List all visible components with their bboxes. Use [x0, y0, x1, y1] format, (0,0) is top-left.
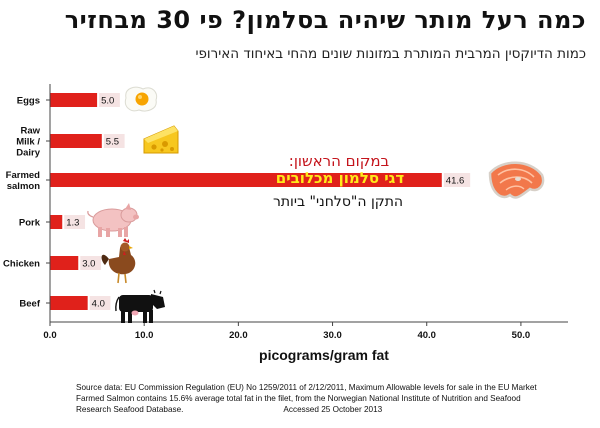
x-tick-label: 50.0: [512, 330, 531, 341]
category-label: Farmed salmon: [6, 170, 41, 192]
source-line-1: Source data: EU Commission Regulation (E…: [76, 383, 537, 392]
value-label-bg: [99, 93, 120, 107]
category-label: Raw Milk / Dairy: [16, 126, 40, 159]
value-label: 4.0: [92, 299, 105, 310]
value-label: 1.3: [66, 218, 79, 229]
annotation-most-lenient: התקן ה"סלחני" ביותר: [272, 194, 404, 210]
value-label-bg: [89, 296, 111, 310]
source-line-3-text: Research Seafood Database.: [76, 405, 184, 414]
x-tick-label: 20.0: [229, 330, 248, 341]
x-axis-title: picograms/gram fat: [259, 347, 389, 363]
value-label-bg: [64, 215, 86, 229]
x-tick-label: 10.0: [135, 330, 154, 341]
value-label: 5.0: [101, 96, 114, 107]
pig-icon: [87, 203, 139, 237]
bar: [50, 215, 63, 229]
value-label-bg: [80, 256, 102, 270]
source-line-3: Research Seafood Database. Accessed 25 Oc…: [76, 404, 576, 415]
x-tick-label: 40.0: [417, 330, 436, 341]
bar-chart: Eggs Raw Milk / Dairy Farmed salmon Pork Chicke…: [3, 84, 568, 363]
category-label: Chicken: [3, 259, 40, 270]
category-label: Beef: [19, 299, 40, 310]
value-label: 5.5: [106, 137, 119, 148]
bar: [50, 173, 442, 187]
source-note: Source data: EU Commission Regulation (E…: [76, 382, 576, 415]
x-tick-label: 0.0: [43, 330, 56, 341]
bar: [50, 93, 98, 107]
fried-egg-icon: [124, 86, 158, 112]
bar: [50, 134, 102, 148]
category-label: Pork: [19, 218, 41, 229]
annotation-first-place: במקום הראשון:: [288, 152, 390, 170]
cow-icon: [115, 289, 165, 323]
value-label: 3.0: [82, 259, 95, 270]
value-label-bg: [103, 134, 125, 148]
annotation-caged-salmon: דגי סלמון מכלובים: [275, 169, 405, 187]
chicken-icon: [101, 238, 136, 284]
accessed-date: Accessed 25 October 2013: [283, 405, 383, 414]
chart-subtitle: כמות הדיוקסין המרבית המותרת במזונות שוני…: [195, 46, 586, 62]
bar: [50, 256, 79, 270]
value-label: 41.6: [446, 176, 465, 187]
source-line-2: Farmed Salmon contains 15.6% average tot…: [76, 394, 521, 403]
x-tick-label: 30.0: [323, 330, 342, 341]
bar: [50, 296, 88, 310]
chart-title: כמה רעל מותר שיהיה בסלמון? פי 30 מבחזיר: [64, 6, 586, 34]
salmon-steak-icon: [488, 161, 545, 199]
value-label-bg: [443, 173, 471, 187]
cheese-icon: [143, 125, 179, 154]
category-label: Eggs: [17, 96, 40, 107]
